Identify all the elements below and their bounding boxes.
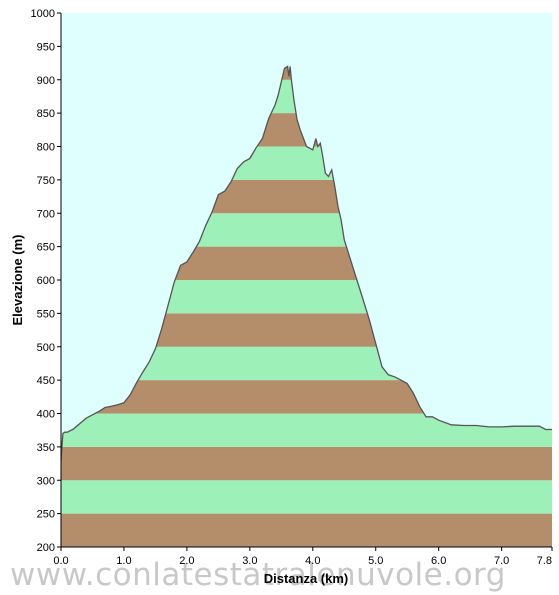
- y-tick-label: 500: [37, 342, 55, 354]
- x-tick-label: 7.0: [494, 555, 509, 567]
- x-tick-label: 4.0: [305, 555, 320, 567]
- y-tick-label: 350: [37, 442, 55, 454]
- y-tick-label: 250: [37, 509, 55, 521]
- y-tick-label: 850: [37, 108, 55, 120]
- y-tick-label: 550: [37, 308, 55, 320]
- x-axis-ticks: 0.0 1.0 2.0 3.0 4.0 5.0 6.0 7.0 7.8: [53, 547, 553, 567]
- x-tick-label: 1.0: [116, 555, 131, 567]
- x-tick-label: 5.0: [368, 555, 383, 567]
- x-tick-label: 0.0: [53, 555, 68, 567]
- x-tick-label: 7.8: [537, 555, 552, 567]
- y-tick-label: 450: [37, 375, 55, 387]
- y-tick-label: 300: [37, 475, 55, 487]
- y-tick-label: 700: [37, 208, 55, 220]
- y-tick-label: 650: [37, 242, 55, 254]
- y-tick-label: 950: [37, 41, 55, 53]
- y-tick-label: 800: [37, 142, 55, 154]
- x-tick-label: 6.0: [431, 555, 446, 567]
- y-axis-ticks: 1000 950 900 850 800 750 700 650 600 550 500 450 400…: [31, 8, 61, 554]
- y-axis-title: Elevazione (m): [10, 234, 25, 325]
- y-tick-label: 400: [37, 409, 55, 421]
- y-tick-label: 1000: [31, 8, 55, 20]
- elevation-band: [61, 480, 552, 514]
- x-axis-title: Distanza (km): [264, 571, 349, 586]
- watermark-text: www.conlatestatralenuvole.org: [10, 557, 506, 593]
- x-tick-label: 2.0: [179, 555, 194, 567]
- y-tick-label: 900: [37, 75, 55, 87]
- profile-line: [60, 65, 552, 461]
- y-tick-label: 750: [37, 175, 55, 187]
- y-tick-label: 200: [37, 542, 55, 554]
- x-tick-label: 3.0: [242, 555, 257, 567]
- elevation-band: [61, 513, 552, 547]
- y-tick-label: 600: [37, 275, 55, 287]
- elevation-band: [61, 446, 552, 481]
